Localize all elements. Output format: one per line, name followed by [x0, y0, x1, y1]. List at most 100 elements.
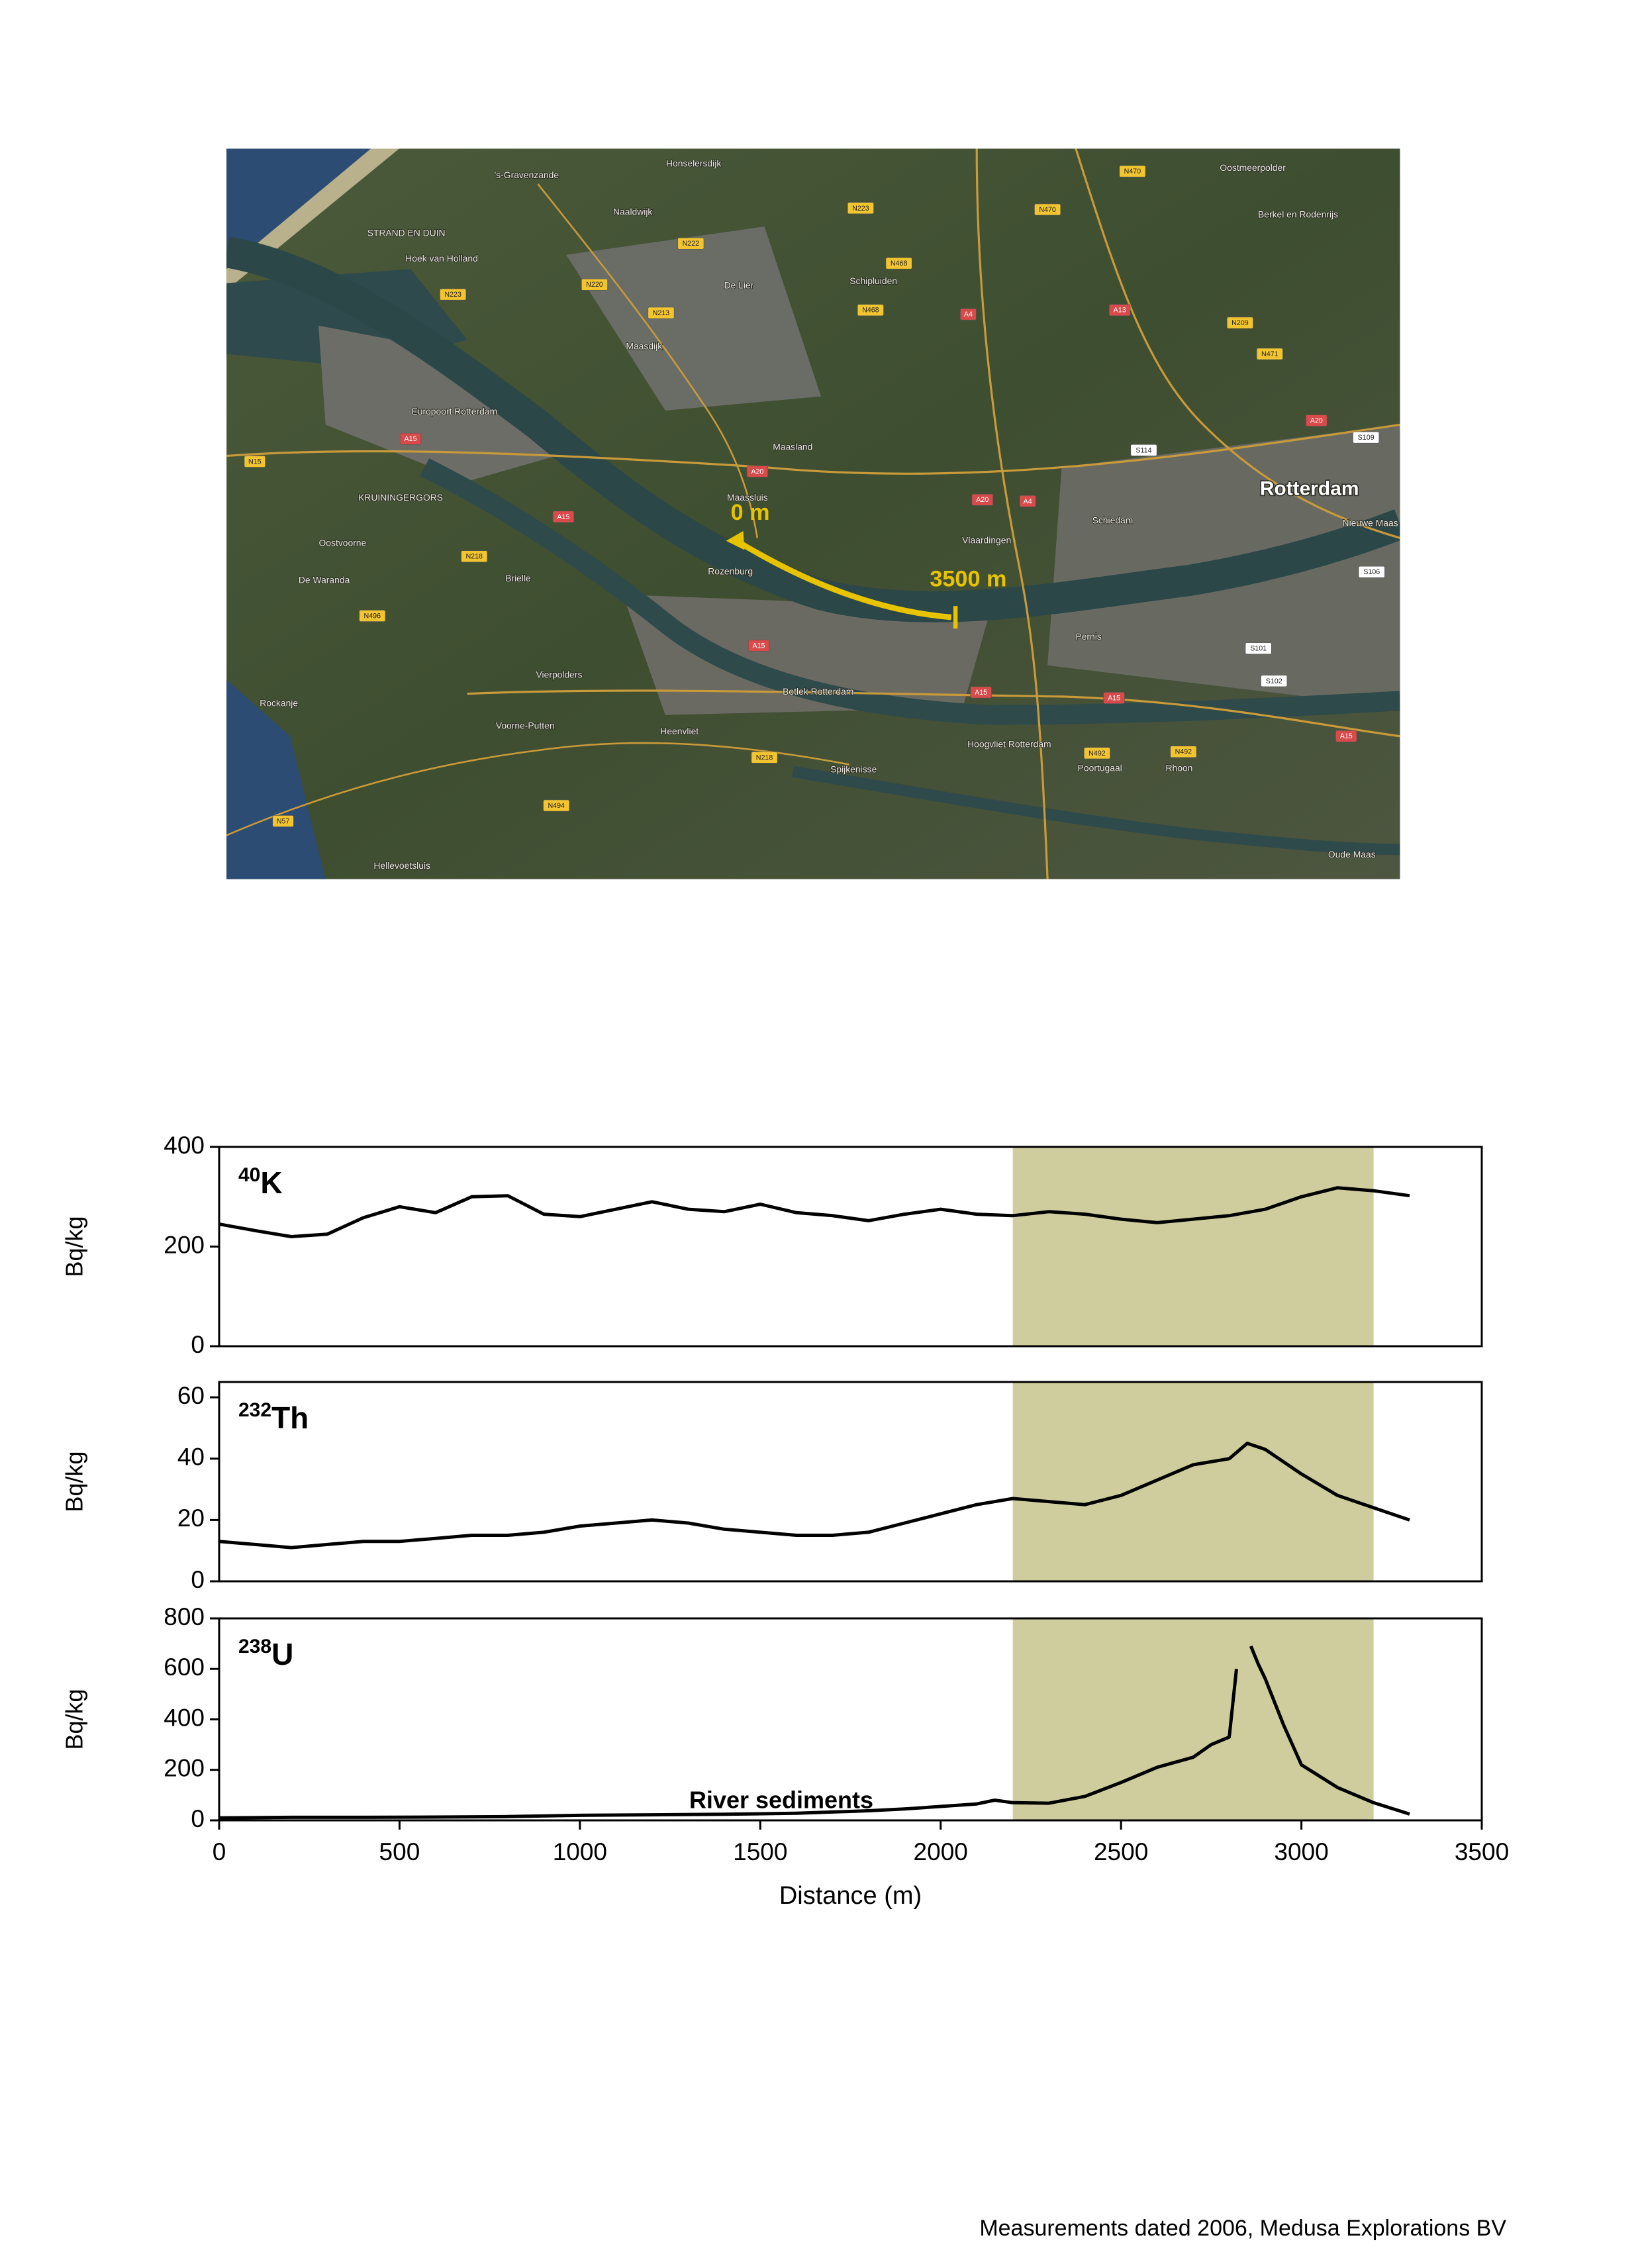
road-label: N213: [653, 309, 670, 317]
place-label: Poortugaal: [1078, 763, 1122, 773]
data-line: [218, 1442, 1410, 1550]
road-shield: [1103, 692, 1125, 704]
road-label: A15: [405, 435, 417, 443]
place-label: Rhoon: [1166, 763, 1193, 773]
place-label: STRAND EN DUIN: [367, 227, 446, 238]
road-shield: [648, 307, 675, 319]
footer: Measurements dated 2006, Medusa Explorat…: [979, 2216, 1506, 2241]
road-label: N223: [444, 291, 461, 299]
road-shield: [748, 640, 770, 652]
road-shield: [1170, 746, 1197, 758]
highlight-band: [1012, 1618, 1374, 1820]
road-label: N494: [548, 802, 565, 810]
place-label: Vlaardingen: [962, 534, 1011, 545]
place-label: Spijkenisse: [830, 764, 877, 775]
road-label: A20: [976, 496, 989, 504]
road-label: A15: [1108, 695, 1120, 703]
map-road: [975, 148, 1049, 879]
map-road: [467, 689, 1400, 738]
road-label: A20: [1310, 417, 1323, 424]
y-tick-label: 800: [164, 1603, 205, 1630]
road-label: N470: [1039, 206, 1056, 214]
x-tick-label: 3500: [1455, 1838, 1509, 1865]
isotope-label: 238U: [238, 1636, 293, 1671]
road-shield: [1226, 317, 1253, 329]
satellite-map: 's-Gravenzande Honselersdijk Naaldwijk Hoek…: [226, 148, 1400, 879]
road-shield: [1019, 495, 1036, 507]
road-shield: [399, 432, 422, 445]
isotope-label: 232Th: [238, 1399, 309, 1435]
road-shield: [970, 686, 992, 699]
isotope-mass: 238: [238, 1636, 271, 1657]
place-label: Hoek van Holland: [405, 253, 478, 264]
x-tick-label: 2500: [1094, 1838, 1148, 1865]
highlight-band: [1012, 1147, 1374, 1346]
y-tick-label: 0: [191, 1805, 205, 1832]
road-shield: [359, 610, 386, 622]
road-shield: [960, 308, 977, 320]
place-label: Rockanje: [260, 697, 298, 708]
road-shield: [552, 511, 575, 523]
road-label: N218: [756, 754, 773, 762]
road-label: A4: [964, 311, 973, 319]
road-shield: [971, 493, 993, 506]
place-label: Rozenburg: [708, 566, 753, 576]
road-label: N492: [1175, 748, 1192, 756]
road-shield: [677, 237, 704, 250]
road-label: N468: [891, 260, 908, 268]
road-shield: [1306, 415, 1328, 426]
road-label: N468: [862, 307, 879, 315]
road-shield: [1109, 304, 1131, 317]
road-label: N15: [248, 458, 262, 466]
road-shield: [1083, 747, 1110, 760]
road-shield: [847, 202, 874, 215]
map-river: [791, 765, 1400, 856]
road-shield: [1034, 203, 1061, 216]
road-label: A13: [1114, 307, 1126, 315]
place-label: Europoort Rotterdam: [412, 406, 498, 417]
map-road: [1075, 148, 1400, 539]
road-label: N222: [683, 240, 700, 248]
place-label: Rotterdam: [1260, 478, 1359, 500]
y-axis-label: Bq/kg: [61, 1216, 88, 1277]
road-label: N218: [465, 553, 483, 561]
road-label: A20: [751, 468, 763, 475]
place-label: Schipluiden: [849, 275, 897, 286]
map-industry: [318, 325, 567, 481]
road-shield: [1358, 566, 1385, 578]
place-label: Botlek Rotterdam: [783, 686, 853, 697]
place-label: De Lier: [724, 280, 754, 291]
place-label: Pernis: [1075, 631, 1101, 642]
isotope-mass: 232: [238, 1399, 271, 1421]
road-label: N223: [852, 205, 869, 213]
x-axis-label: Distance (m): [779, 1882, 922, 1910]
map-road: [226, 423, 1400, 475]
y-tick-label: 0: [191, 1566, 205, 1593]
x-tick-label: 1500: [733, 1838, 787, 1865]
place-label: Nieuwe Maas: [1343, 518, 1398, 528]
y-tick-label: 200: [164, 1231, 205, 1258]
map-track-arrowhead: [726, 530, 745, 550]
place-label: Hoogvliet Rotterdam: [967, 738, 1051, 749]
place-label: Maassluis: [727, 492, 768, 503]
track-end-label: 3500 m: [930, 567, 1006, 592]
road-shield: [1130, 444, 1157, 456]
place-label: Honselersdijk: [666, 158, 721, 169]
road-label: N209: [1232, 319, 1249, 327]
place-label: Heenvliet: [660, 726, 699, 736]
place-label: Naaldwijk: [613, 206, 652, 217]
road-label: A15: [1340, 732, 1353, 740]
isotope-element: K: [260, 1165, 282, 1200]
map-road: [226, 742, 850, 836]
road-shield: [1119, 165, 1146, 177]
y-tick-label: 200: [164, 1755, 205, 1782]
road-label: N471: [1261, 350, 1279, 358]
road-label: N492: [1088, 750, 1106, 758]
road-label: N496: [364, 612, 381, 620]
map-road: [537, 183, 759, 538]
data-line: [218, 1186, 1410, 1238]
place-label: Voorne-Putten: [496, 720, 555, 730]
place-label: Vierpolders: [536, 669, 583, 679]
road-shield: [751, 751, 778, 764]
map-track: [737, 540, 952, 620]
